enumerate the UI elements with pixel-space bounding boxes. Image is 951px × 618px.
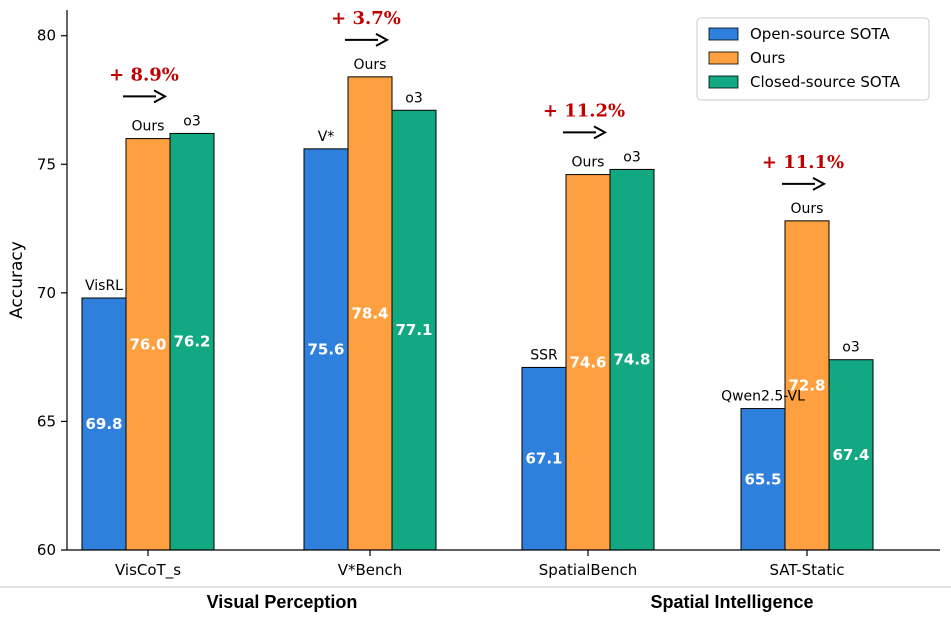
bar-top-label: Ours <box>132 119 165 135</box>
bar-value-label: 75.6 <box>307 340 344 358</box>
bar-top-label: Ours <box>791 201 824 217</box>
bar-value-label: 78.4 <box>351 304 388 322</box>
bar <box>609 168 655 551</box>
bars <box>81 76 874 551</box>
x-ticks: VisCoT_s V*Bench SpatialBench SAT-Static <box>115 550 845 580</box>
bar <box>828 359 874 551</box>
gain-arrow-head <box>812 176 827 191</box>
y-tick-label: 75 <box>37 155 56 173</box>
bar <box>565 174 611 551</box>
x-tick-label: V*Bench <box>338 561 403 579</box>
bar-top-label: V* <box>318 129 335 145</box>
y-axis-label: Accuracy <box>7 241 27 319</box>
y-tick-label: 65 <box>37 412 56 430</box>
y-ticks: 60 65 70 75 80 <box>37 27 67 559</box>
legend-swatch-open-source <box>708 27 739 41</box>
legend-swatch-closed-source <box>708 75 739 89</box>
group-label-spatial-intelligence: Spatial Intelligence <box>650 592 813 612</box>
y-tick-label: 70 <box>37 284 56 302</box>
bar-value-label: 74.6 <box>569 353 606 371</box>
bar <box>81 297 127 551</box>
legend-frame <box>696 17 930 101</box>
legend: Open-source SOTA Ours Closed-source SOTA <box>696 17 930 101</box>
legend-label-open-source: Open-source SOTA <box>750 25 890 43</box>
bar-labels: VisRL 69.8 V* 75.6 SSR 67.1 Qwen2.5-VL 65.5 Ours… <box>85 57 870 488</box>
y-tick-label: 80 <box>37 27 56 45</box>
gain-annotations: + 8.9% + 3.7% + 11.2% + 11.1% <box>109 8 844 191</box>
bar-top-label: Ours <box>572 155 605 171</box>
bar-value-label: 65.5 <box>744 470 781 488</box>
bar <box>125 138 171 551</box>
gain-label: + 3.7% <box>331 8 401 29</box>
gain-label: + 11.1% <box>762 152 844 173</box>
bar-value-label: 67.4 <box>832 446 869 464</box>
bar <box>521 366 567 551</box>
bar-top-label: o3 <box>623 149 640 165</box>
gain-arrow-head <box>375 32 390 47</box>
x-tick-label: SAT-Static <box>770 561 845 579</box>
bar-top-label: Qwen2.5-VL <box>721 389 805 405</box>
x-tick-label: VisCoT_s <box>115 561 181 580</box>
legend-label-closed-source: Closed-source SOTA <box>750 73 901 91</box>
bar <box>391 109 437 551</box>
bar-value-label: 67.1 <box>525 450 562 468</box>
gain-label: + 8.9% <box>109 64 179 85</box>
bar-top-label: SSR <box>530 347 558 363</box>
bar-value-label: 69.8 <box>85 415 122 433</box>
bar-top-label: o3 <box>405 90 422 106</box>
gain-label: + 11.2% <box>543 100 625 121</box>
bar-value-label: 76.2 <box>173 333 210 351</box>
y-tick-label: 60 <box>37 541 56 559</box>
group-label-visual-perception: Visual Perception <box>207 592 358 612</box>
bar <box>740 408 786 551</box>
bar <box>169 132 215 551</box>
bar-top-label: Ours <box>354 57 387 73</box>
legend-swatch-ours <box>708 51 739 65</box>
bar-value-label: 76.0 <box>129 335 166 353</box>
bar-value-label: 77.1 <box>395 321 432 339</box>
gain-arrow-head <box>153 89 168 104</box>
bar <box>347 76 393 551</box>
legend-label-ours: Ours <box>750 49 785 67</box>
bar-top-label: o3 <box>842 340 859 356</box>
bar-top-label: VisRL <box>85 278 123 294</box>
bar-top-label: o3 <box>183 113 200 129</box>
bar-value-label: 72.8 <box>788 376 825 394</box>
gain-arrow-head <box>593 125 608 140</box>
x-tick-label: SpatialBench <box>539 561 637 579</box>
bar-value-label: 74.8 <box>613 351 650 369</box>
